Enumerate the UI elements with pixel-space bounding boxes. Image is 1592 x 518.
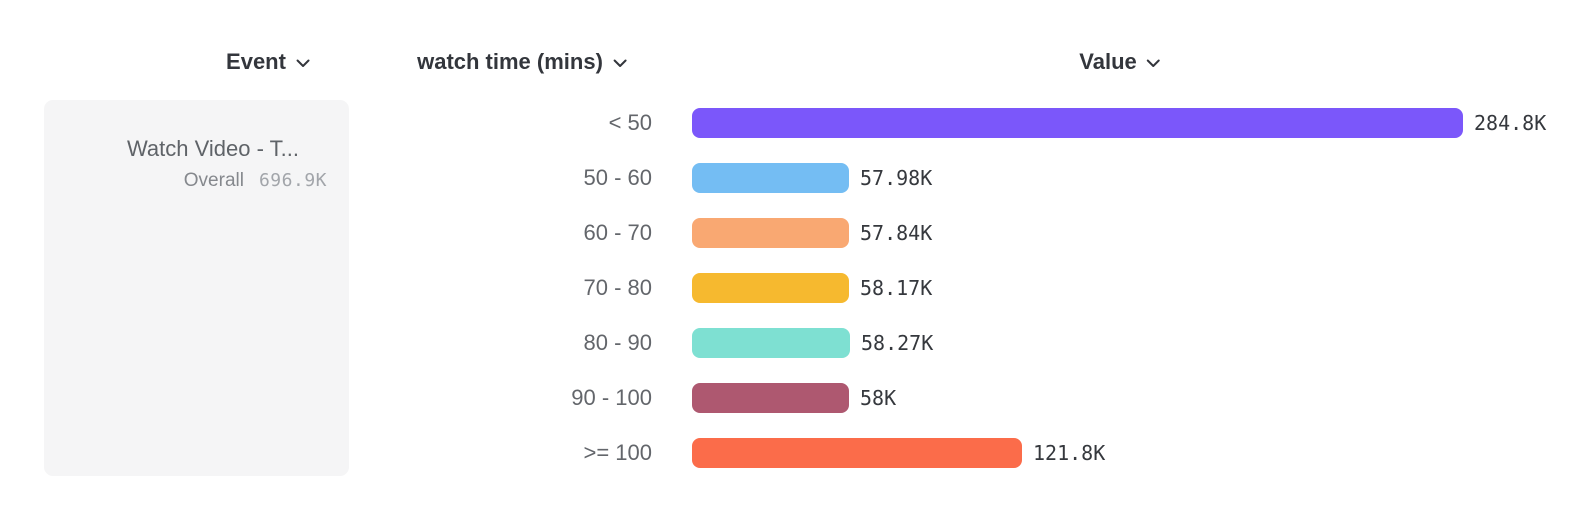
value-bar[interactable] [692, 107, 1463, 138]
column-header-breakdown-label: watch time (mins) [417, 49, 603, 74]
bucket-label: 80 - 90 [583, 329, 653, 355]
value-label: 58.27K [861, 330, 934, 355]
column-header-event-label: Event [226, 49, 286, 74]
chart-row: >= 100 121.8K [0, 425, 1592, 480]
value-label: 58.17K [860, 275, 933, 300]
chart-row: 90 - 100 58K [0, 370, 1592, 425]
column-header-event[interactable]: Event [226, 49, 310, 75]
bucket-label: 50 - 60 [583, 164, 653, 190]
bucket-label: 70 - 80 [583, 274, 653, 300]
overall-value: 696.9K [258, 170, 327, 191]
chevron-down-icon [613, 56, 627, 68]
bucket-label: 90 - 100 [571, 384, 652, 410]
column-header-value-label: Value [1079, 49, 1137, 74]
event-overall-row: Overall 696.9K [44, 170, 349, 192]
chevron-down-icon [296, 56, 310, 68]
value-bar[interactable] [692, 437, 1022, 468]
chart-row: 70 - 80 58.17K [0, 260, 1592, 315]
value-bar[interactable] [692, 217, 849, 248]
chart-row: < 50 284.8K [0, 95, 1592, 150]
bucket-label: 60 - 70 [583, 219, 653, 245]
bucket-label: >= 100 [583, 439, 652, 465]
value-bar[interactable] [692, 162, 849, 193]
chart-row: 50 - 60 57.98K [0, 150, 1592, 205]
chart-row: 80 - 90 58.27K [0, 315, 1592, 370]
column-header-value[interactable]: Value [1079, 49, 1161, 75]
value-label: 57.84K [860, 220, 933, 245]
bucket-label: < 50 [608, 109, 652, 135]
value-label: 57.98K [860, 165, 933, 190]
event-card[interactable]: Watch Video - T... Overall 696.9K [44, 100, 349, 476]
chart-row: 60 - 70 57.84K [0, 205, 1592, 260]
column-header-breakdown[interactable]: watch time (mins) [417, 49, 627, 75]
value-label: 284.8K [1474, 110, 1547, 135]
overall-label: Overall [183, 170, 244, 191]
value-label: 58K [860, 385, 897, 410]
chevron-down-icon [1147, 56, 1161, 68]
value-label: 121.8K [1033, 440, 1106, 465]
value-bar[interactable] [692, 327, 850, 358]
value-bar[interactable] [692, 272, 849, 303]
value-bar[interactable] [692, 382, 849, 413]
event-title: Watch Video - T... [126, 136, 299, 161]
chart-rows: < 50 284.8K 50 - 60 57.98K 60 - 70 57.84… [0, 95, 1592, 480]
